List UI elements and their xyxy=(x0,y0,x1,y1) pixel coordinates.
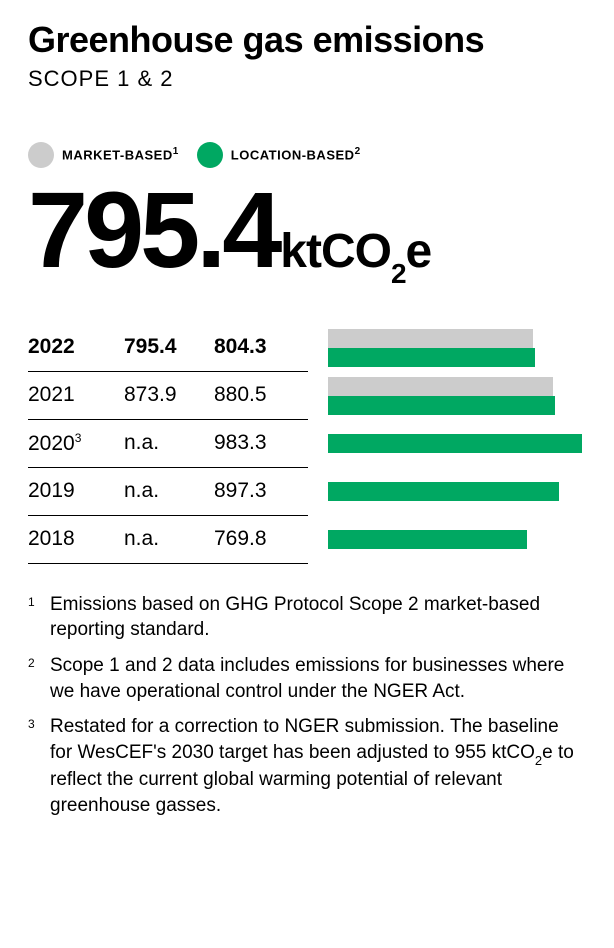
bar-location xyxy=(328,482,559,501)
chart-row xyxy=(328,468,586,516)
bar-market xyxy=(328,329,533,348)
bar-location xyxy=(328,348,535,367)
footnote-text: Scope 1 and 2 data includes emissions fo… xyxy=(50,653,586,704)
emissions-table: 2022795.4804.32021873.9880.520203n.a.983… xyxy=(28,324,308,564)
legend: MARKET-BASED1 LOCATION-BASED2 xyxy=(28,142,586,168)
bar-location xyxy=(328,396,555,415)
cell-market: n.a. xyxy=(124,527,214,551)
table-row: 2022795.4804.3 xyxy=(28,324,308,372)
cell-location: 897.3 xyxy=(214,479,304,503)
cell-location: 983.3 xyxy=(214,431,304,455)
bar-market xyxy=(328,377,553,396)
footnote-text: Restated for a correction to NGER submis… xyxy=(50,714,586,818)
cell-year: 2022 xyxy=(28,335,124,359)
cell-market: n.a. xyxy=(124,431,214,455)
footnote-text: Emissions based on GHG Protocol Scope 2 … xyxy=(50,592,586,643)
cell-market: n.a. xyxy=(124,479,214,503)
footnote-num: 1 xyxy=(28,592,50,643)
cell-year: 2018 xyxy=(28,527,124,551)
table-row: 2019n.a.897.3 xyxy=(28,468,308,516)
table-row: 20203n.a.983.3 xyxy=(28,420,308,468)
cell-market: 795.4 xyxy=(124,335,214,359)
cell-location: 769.8 xyxy=(214,527,304,551)
table-row: 2018n.a.769.8 xyxy=(28,516,308,564)
page-title: Greenhouse gas emissions xyxy=(28,20,586,60)
footnotes: 1Emissions based on GHG Protocol Scope 2… xyxy=(28,592,586,819)
cell-location: 804.3 xyxy=(214,335,304,359)
cell-year: 2019 xyxy=(28,479,124,503)
bar-location xyxy=(328,530,527,549)
footnote: 3Restated for a correction to NGER submi… xyxy=(28,714,586,818)
dot-icon xyxy=(197,142,223,168)
footnote: 2Scope 1 and 2 data includes emissions f… xyxy=(28,653,586,704)
table-row: 2021873.9880.5 xyxy=(28,372,308,420)
cell-year: 2021 xyxy=(28,383,124,407)
footnote: 1Emissions based on GHG Protocol Scope 2… xyxy=(28,592,586,643)
chart-row xyxy=(328,420,586,468)
chart-row xyxy=(328,372,586,420)
dot-icon xyxy=(28,142,54,168)
page-subtitle: SCOPE 1 & 2 xyxy=(28,66,586,92)
hero-metric: 795.4 ktCO2e xyxy=(28,176,586,284)
chart-row xyxy=(328,324,586,372)
legend-item-market: MARKET-BASED1 xyxy=(28,142,179,168)
chart-row xyxy=(328,516,586,564)
footnote-num: 3 xyxy=(28,714,50,818)
hero-value: 795.4 xyxy=(28,176,278,284)
bar-location xyxy=(328,434,582,453)
cell-location: 880.5 xyxy=(214,383,304,407)
legend-label-market: MARKET-BASED1 xyxy=(62,146,179,162)
cell-market: 873.9 xyxy=(124,383,214,407)
emissions-table-chart: 2022795.4804.32021873.9880.520203n.a.983… xyxy=(28,324,586,564)
footnote-num: 2 xyxy=(28,653,50,704)
cell-year: 20203 xyxy=(28,431,124,456)
legend-label-location: LOCATION-BASED2 xyxy=(231,146,361,162)
hero-unit: ktCO2e xyxy=(280,228,431,283)
legend-item-location: LOCATION-BASED2 xyxy=(197,142,361,168)
emissions-bar-chart xyxy=(308,324,586,564)
